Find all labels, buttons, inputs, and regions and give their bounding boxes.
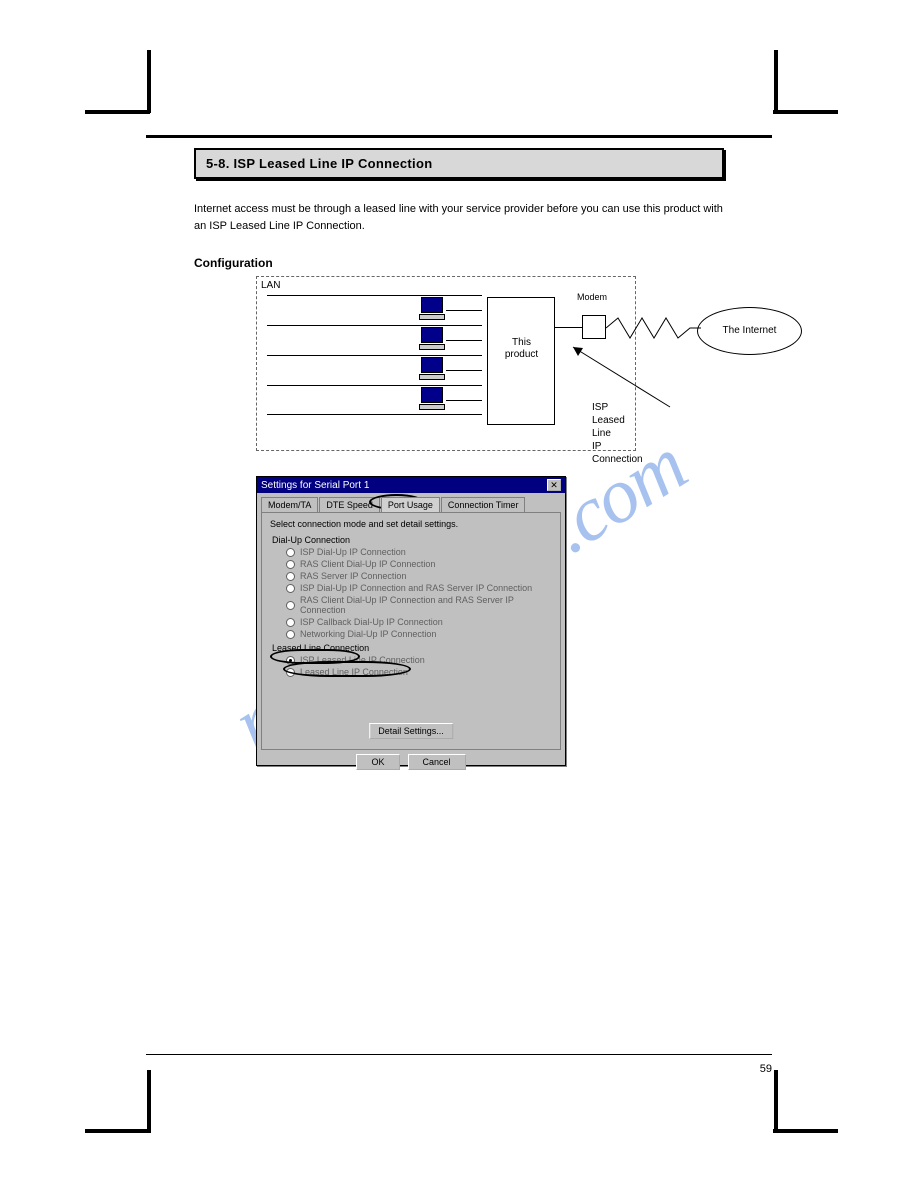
radio-icon: [286, 572, 295, 581]
dialog-hint: Select connection mode and set detail se…: [270, 519, 552, 529]
router-box: [487, 297, 555, 425]
radio-icon: [286, 618, 295, 627]
radio-option[interactable]: RAS Client Dial-Up IP Connection and RAS…: [286, 595, 552, 615]
modem-label: Modem: [577, 292, 607, 302]
pc-row: [267, 325, 482, 355]
dialog-footer: OK Cancel: [257, 750, 565, 774]
settings-dialog: Settings for Serial Port 1 ✕ Modem/TA DT…: [256, 476, 566, 766]
radio-label: ISP Leased Line IP Connection: [300, 655, 425, 665]
config-subheading: Configuration: [194, 256, 724, 270]
leased-label-2: IP Connection: [592, 441, 643, 465]
radio-icon: [286, 668, 295, 677]
radio-option[interactable]: ISP Callback Dial-Up IP Connection: [286, 617, 552, 627]
pc-icon: [419, 357, 445, 383]
radio-label: RAS Server IP Connection: [300, 571, 406, 581]
crop-mark-tl: [147, 50, 151, 113]
radio-label: RAS Client Dial-Up IP Connection: [300, 559, 435, 569]
radio-option[interactable]: ISP Dial-Up IP Connection and RAS Server…: [286, 583, 552, 593]
radio-icon: [286, 630, 295, 639]
radio-label: ISP Dial-Up IP Connection: [300, 547, 406, 557]
page-content: 5-8. ISP Leased Line IP Connection Inter…: [146, 135, 772, 1055]
top-rule: [146, 135, 772, 138]
internet-node: The Internet: [697, 307, 802, 355]
crop-mark-tr: [773, 110, 838, 114]
crop-mark-br: [774, 1070, 778, 1133]
dialog-screenshot: Settings for Serial Port 1 ✕ Modem/TA DT…: [256, 476, 566, 766]
pc-row: [267, 355, 482, 385]
connector-line: [446, 310, 482, 311]
network-diagram: LAN This product Modem The Internet: [256, 276, 636, 451]
group-leased-label: Leased Line Connection: [272, 643, 552, 653]
radio-icon: [286, 601, 295, 610]
connector-line: [446, 400, 482, 401]
dialog-titlebar: Settings for Serial Port 1 ✕: [257, 477, 565, 493]
radio-label: RAS Client Dial-Up IP Connection and RAS…: [300, 595, 552, 615]
wavy-line: [606, 313, 701, 343]
tab-dte-speed[interactable]: DTE Speed: [319, 497, 380, 512]
radio-option[interactable]: ISP Dial-Up IP Connection: [286, 547, 552, 557]
pc-icon: [419, 387, 445, 413]
pc-row: [267, 295, 482, 325]
pc-icon: [419, 297, 445, 323]
detail-settings-button[interactable]: Detail Settings...: [369, 723, 453, 739]
radio-option[interactable]: Leased Line IP Connection: [286, 667, 552, 677]
crop-mark-bl: [85, 1129, 150, 1133]
crop-mark-tr: [774, 50, 778, 113]
ok-button[interactable]: OK: [356, 754, 399, 770]
radio-option[interactable]: RAS Server IP Connection: [286, 571, 552, 581]
bottom-rule: [146, 1054, 772, 1055]
radio-label: Leased Line IP Connection: [300, 667, 408, 677]
leased-line-label: ISP Leased Line IP Connection: [592, 401, 643, 466]
tab-port-usage[interactable]: Port Usage: [381, 497, 440, 512]
radio-icon: [286, 656, 295, 665]
connector-line: [446, 370, 482, 371]
radio-option[interactable]: Networking Dial-Up IP Connection: [286, 629, 552, 639]
page-number: 59: [760, 1063, 772, 1075]
crop-mark-tl: [85, 110, 150, 114]
close-button[interactable]: ✕: [547, 479, 561, 491]
cancel-button[interactable]: Cancel: [408, 754, 466, 770]
radio-label: Networking Dial-Up IP Connection: [300, 629, 436, 639]
tab-connection-timer[interactable]: Connection Timer: [441, 497, 526, 512]
tab-modem[interactable]: Modem/TA: [261, 497, 318, 512]
lan-label: LAN: [261, 280, 280, 291]
radio-option[interactable]: ISP Leased Line IP Connection: [286, 655, 552, 665]
crop-mark-br: [773, 1129, 838, 1133]
leased-label-1: ISP Leased Line: [592, 402, 625, 439]
modem-box: [582, 315, 606, 339]
radio-label: ISP Callback Dial-Up IP Connection: [300, 617, 443, 627]
radio-icon: [286, 548, 295, 557]
connector-line: [446, 340, 482, 341]
group-dialup-label: Dial-Up Connection: [272, 535, 552, 545]
radio-icon: [286, 584, 295, 593]
section-heading: 5-8. ISP Leased Line IP Connection: [194, 148, 724, 179]
dialog-body: Select connection mode and set detail se…: [261, 512, 561, 750]
pc-icon: [419, 327, 445, 353]
radio-label: ISP Dial-Up IP Connection and RAS Server…: [300, 583, 532, 593]
dialog-tabs: Modem/TA DTE Speed Port Usage Connection…: [261, 497, 561, 512]
radio-icon: [286, 560, 295, 569]
router-label: This product: [494, 337, 549, 361]
modem-connector: [555, 327, 582, 328]
crop-mark-bl: [147, 1070, 151, 1133]
radio-option[interactable]: RAS Client Dial-Up IP Connection: [286, 559, 552, 569]
intro-text: Internet access must be through a leased…: [194, 201, 724, 234]
pc-row: [267, 385, 482, 415]
dialog-title: Settings for Serial Port 1: [261, 480, 369, 491]
